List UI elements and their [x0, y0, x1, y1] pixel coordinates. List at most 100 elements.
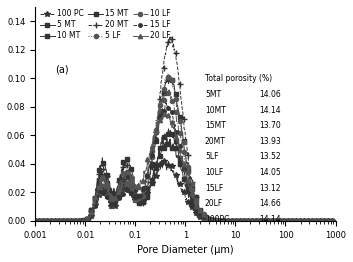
- 5 LF: [169, 79, 174, 82]
- 15 LF: [86, 217, 90, 221]
- Line: 100 PC: 100 PC: [32, 158, 338, 223]
- 20 LF: [211, 218, 215, 221]
- 10 LF: [169, 99, 174, 102]
- 15 MT: [234, 219, 238, 222]
- 10 LF: [86, 217, 90, 220]
- Text: 14.14: 14.14: [259, 215, 281, 224]
- Text: 15MT: 15MT: [205, 121, 226, 130]
- Line: 10 MT: 10 MT: [33, 127, 337, 223]
- 10 LF: [167, 88, 171, 91]
- Text: 5MT: 5MT: [205, 90, 221, 99]
- Text: 20MT: 20MT: [205, 137, 226, 146]
- Line: 20 LF: 20 LF: [33, 111, 337, 223]
- 20 MT: [168, 35, 172, 39]
- 5 LF: [166, 73, 170, 76]
- Text: 14.05: 14.05: [259, 168, 281, 177]
- Text: 20LF: 20LF: [205, 199, 223, 208]
- Text: 13.70: 13.70: [259, 121, 281, 130]
- Text: 13.52: 13.52: [259, 152, 281, 161]
- 5 MT: [234, 219, 238, 222]
- 15 LF: [33, 219, 37, 222]
- 20 MT: [234, 219, 238, 222]
- Text: 5LF: 5LF: [205, 152, 219, 161]
- 100 PC: [33, 219, 37, 222]
- Text: 10LF: 10LF: [205, 168, 223, 177]
- Text: 15LF: 15LF: [205, 184, 223, 193]
- 15 MT: [169, 79, 174, 82]
- Text: 13.12: 13.12: [259, 184, 280, 193]
- 10 MT: [110, 200, 114, 203]
- 20 MT: [169, 37, 174, 40]
- 100 PC: [234, 219, 238, 222]
- 20 LF: [110, 196, 114, 200]
- X-axis label: Pore Diameter (μm): Pore Diameter (μm): [137, 245, 234, 255]
- 10 MT: [169, 133, 174, 136]
- 5 MT: [165, 137, 169, 140]
- 15 MT: [260, 219, 264, 222]
- 15 MT: [110, 194, 114, 197]
- Line: 5 MT: 5 MT: [33, 137, 337, 223]
- Text: 100PC: 100PC: [205, 215, 229, 224]
- 15 LF: [164, 101, 168, 104]
- 15 LF: [110, 203, 114, 206]
- Text: 14.66: 14.66: [259, 199, 281, 208]
- 20 MT: [334, 219, 338, 222]
- 10 MT: [167, 127, 171, 130]
- 20 LF: [260, 219, 264, 222]
- 100 PC: [160, 160, 164, 163]
- 5 LF: [334, 219, 338, 222]
- 5 LF: [33, 219, 37, 222]
- 20 MT: [86, 216, 90, 220]
- Text: 14.14: 14.14: [259, 106, 281, 114]
- 5 MT: [110, 200, 114, 203]
- 15 MT: [167, 74, 172, 77]
- Line: 20 MT: 20 MT: [32, 34, 338, 223]
- 20 LF: [164, 112, 168, 115]
- 20 LF: [334, 219, 338, 222]
- 5 MT: [33, 219, 37, 222]
- 20 MT: [33, 219, 37, 222]
- 100 PC: [86, 217, 90, 221]
- 5 MT: [260, 219, 264, 222]
- 5 LF: [260, 219, 264, 222]
- Text: Total porosity (%): Total porosity (%): [205, 74, 272, 83]
- 20 LF: [86, 217, 90, 220]
- 100 PC: [260, 219, 264, 222]
- Line: 5 LF: 5 LF: [33, 72, 337, 223]
- 15 MT: [33, 219, 37, 222]
- 20 MT: [260, 219, 264, 222]
- 5 MT: [86, 217, 90, 220]
- 5 LF: [211, 219, 215, 222]
- 15 LF: [260, 219, 264, 222]
- 10 MT: [86, 217, 90, 220]
- 5 LF: [86, 217, 90, 220]
- 5 LF: [234, 219, 238, 222]
- 5 MT: [334, 219, 338, 222]
- Text: 10MT: 10MT: [205, 106, 226, 114]
- 5 LF: [110, 201, 114, 204]
- 10 MT: [234, 219, 238, 222]
- 15 LF: [169, 110, 174, 113]
- 100 PC: [110, 203, 114, 206]
- Line: 10 LF: 10 LF: [33, 88, 337, 223]
- 10 LF: [334, 219, 338, 222]
- 10 MT: [33, 219, 37, 222]
- 10 LF: [211, 219, 215, 222]
- 20 LF: [33, 219, 37, 222]
- 15 MT: [211, 219, 215, 222]
- Line: 15 LF: 15 LF: [32, 99, 339, 224]
- 10 MT: [211, 219, 215, 222]
- 10 MT: [260, 219, 264, 222]
- 20 MT: [110, 198, 114, 201]
- 15 MT: [334, 219, 338, 222]
- 100 PC: [169, 164, 174, 167]
- 10 LF: [234, 219, 238, 222]
- Text: 14.06: 14.06: [259, 90, 281, 99]
- 100 PC: [211, 219, 215, 222]
- 10 LF: [260, 219, 264, 222]
- Legend: 100 PC, 5 MT, 10 MT, 15 MT, 20 MT, 5 LF, 10 LF, 15 LF, 20 LF: 100 PC, 5 MT, 10 MT, 15 MT, 20 MT, 5 LF,…: [39, 9, 172, 41]
- 15 LF: [234, 219, 238, 222]
- Text: (a): (a): [55, 65, 68, 75]
- 20 MT: [211, 219, 215, 222]
- Text: 13.93: 13.93: [259, 137, 281, 146]
